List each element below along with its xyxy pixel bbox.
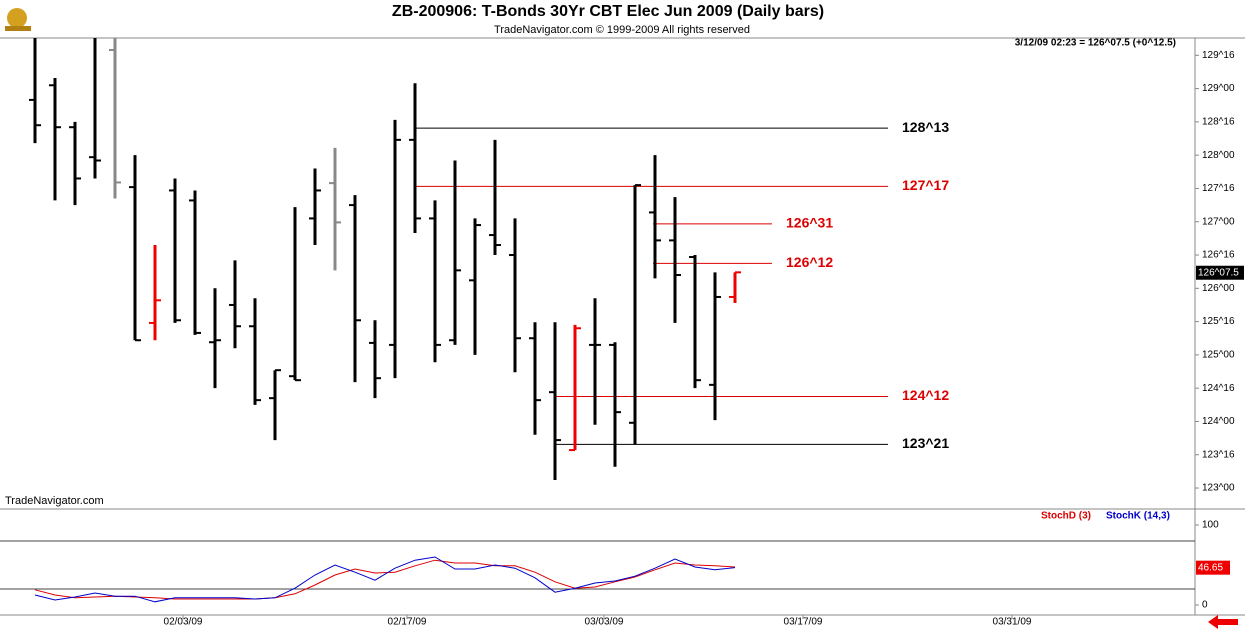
last-price-label: 126^07.5	[1198, 267, 1239, 278]
y-tick-label: 123^16	[1202, 449, 1235, 460]
y-tick-label: 126^16	[1202, 250, 1235, 261]
stoch-line	[34, 556, 736, 603]
level-label: 128^13	[902, 119, 949, 135]
legend-entry: StochD (3)	[1041, 511, 1091, 522]
last-price-box	[1196, 265, 1244, 280]
level-label: 123^21	[902, 435, 949, 451]
y-tick-label: 126^00	[1202, 283, 1235, 294]
y-tick-label: 124^00	[1202, 416, 1235, 427]
x-tick-label: 02/03/09	[164, 617, 203, 628]
chart-title: ZB-200906: T-Bonds 30Yr CBT Elec Jun 200…	[392, 3, 824, 20]
quote: 3/12/09 02:23 = 126^07.5 (+0^12.5)	[1015, 38, 1176, 49]
last-value-label: 46.65	[1198, 562, 1223, 573]
level-label: 126^12	[786, 254, 833, 270]
y-tick-label: 127^00	[1202, 216, 1235, 227]
x-tick-label: 02/17/09	[388, 617, 427, 628]
stoch-line	[34, 559, 736, 600]
watermark: TradeNavigator.com	[5, 495, 104, 507]
y-tick-label: 125^16	[1202, 316, 1235, 327]
y-tick-label: 129^16	[1202, 50, 1235, 61]
scroll-arrow[interactable]	[1208, 615, 1238, 629]
level-label: 126^31	[786, 215, 833, 231]
last-value-box	[1196, 560, 1230, 575]
y-tick-label: 0	[1202, 600, 1208, 611]
x-tick-label: 03/03/09	[585, 617, 624, 628]
y-tick-label: 128^00	[1202, 150, 1235, 161]
y-tick-label: 125^00	[1202, 350, 1235, 361]
chart-subtitle: TradeNavigator.com © 1999-2009 All right…	[494, 24, 750, 36]
y-tick-label: 127^16	[1202, 183, 1235, 194]
x-tick-label: 03/17/09	[784, 617, 823, 628]
level-label: 127^17	[902, 177, 949, 193]
level-label: 124^12	[902, 387, 949, 403]
x-tick-label: 03/31/09	[993, 617, 1032, 628]
legend-entry: StochK (14,3)	[1106, 511, 1170, 522]
y-tick-label: 124^16	[1202, 383, 1235, 394]
y-tick-label: 123^00	[1202, 483, 1235, 494]
logo-icon	[5, 8, 31, 31]
y-tick-label: 100	[1202, 520, 1219, 531]
y-tick-label: 129^00	[1202, 83, 1235, 94]
y-tick-label: 128^16	[1202, 117, 1235, 128]
